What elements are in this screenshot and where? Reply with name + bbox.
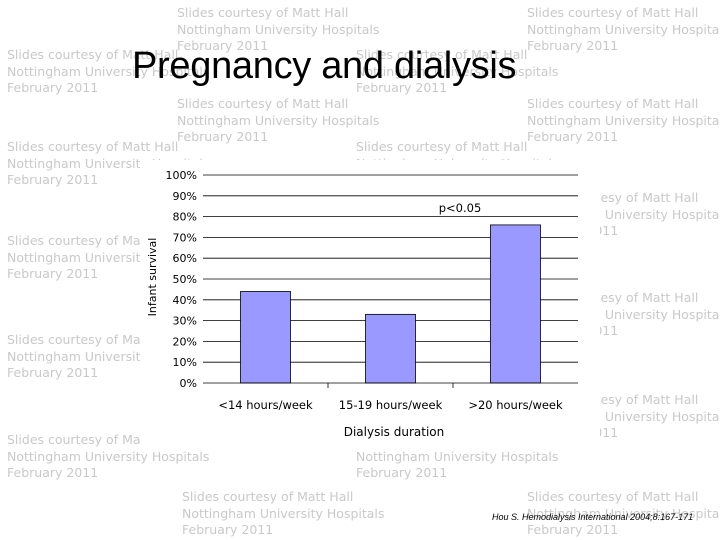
y-tick-label: 30% xyxy=(173,315,197,328)
citation: Hou S. Hemodialysis International 2004;8… xyxy=(492,512,694,522)
significance-annotation: p<0.05 xyxy=(439,201,482,215)
y-axis-label: Infant survival xyxy=(146,238,159,317)
watermark-text: Slides courtesy of Matt Hall Nottingham … xyxy=(182,489,385,537)
x-tick-label: >20 hours/week xyxy=(468,398,563,412)
bar xyxy=(240,291,291,384)
axis-layer: 0% 10% 20% 30% 40% 50% 60% 70% 80% 90% 100% <14 hou… xyxy=(166,169,578,412)
y-tick-label: 20% xyxy=(173,335,197,348)
watermark-text: Slides courtesy of Matt Hall Nottingham … xyxy=(527,96,720,144)
x-tick-label: 15-19 hours/week xyxy=(339,398,443,412)
chart-panel: 0% 10% 20% 30% 40% 50% 60% 70% 80% 90% 100% <14 hou… xyxy=(140,160,600,450)
bar xyxy=(365,313,416,384)
y-tick-label: 50% xyxy=(173,273,197,286)
y-tick-label: 70% xyxy=(173,231,197,244)
y-tick-label: 60% xyxy=(173,252,197,265)
grid-layer xyxy=(203,174,578,363)
x-tick-label: <14 hours/week xyxy=(218,398,313,412)
y-tick-label: 90% xyxy=(173,190,197,203)
bar xyxy=(490,224,541,384)
slide-title: Pregnancy and dialysis xyxy=(132,45,517,87)
y-tick-label: 40% xyxy=(173,294,197,307)
bar-chart: 0% 10% 20% 30% 40% 50% 60% 70% 80% 90% 100% <14 hou… xyxy=(146,169,578,439)
y-tick-label: 80% xyxy=(173,211,197,224)
y-tick-label: 10% xyxy=(173,356,197,369)
watermark-text: Slides courtesy of Matt Hall Nottingham … xyxy=(177,96,380,144)
x-axis-label: Dialysis duration xyxy=(344,425,445,439)
bar-layer xyxy=(240,224,541,384)
y-tick-label: 0% xyxy=(180,377,197,390)
y-tick-label: 100% xyxy=(166,169,197,182)
watermark-text: Slides courtesy of Matt Hall Nottingham … xyxy=(527,5,720,53)
